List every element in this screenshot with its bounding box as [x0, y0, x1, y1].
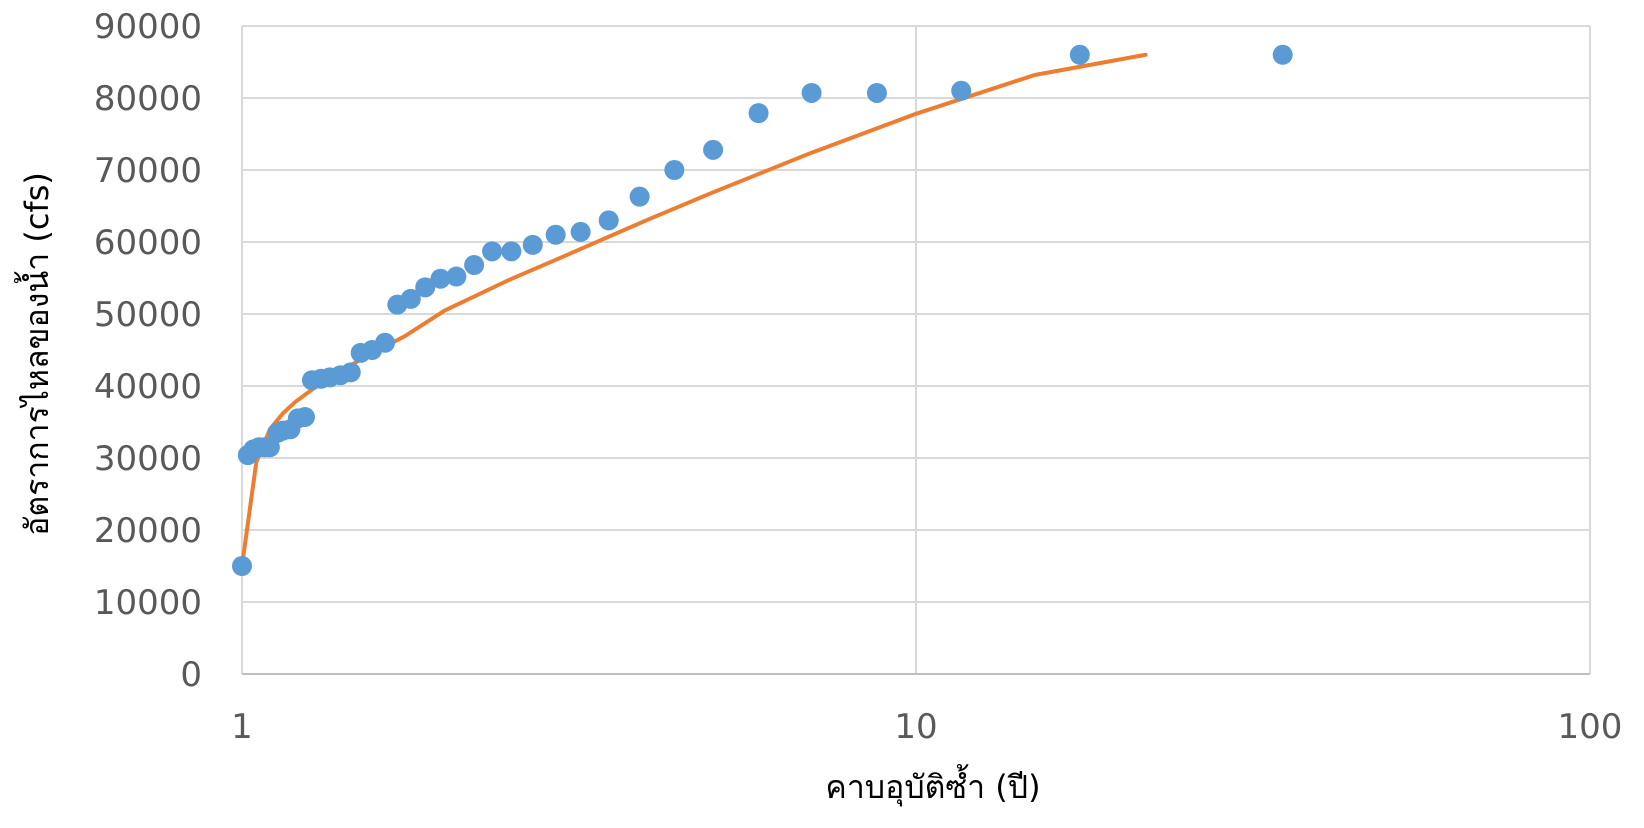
data-point-30 — [598, 210, 619, 231]
y-tick-label-8: 80000 — [94, 79, 202, 119]
data-point-39 — [1272, 44, 1293, 65]
data-point-0 — [232, 556, 252, 576]
y-tick-label-2: 20000 — [94, 511, 202, 551]
data-point-38 — [1069, 44, 1090, 65]
data-point-34 — [748, 103, 769, 124]
data-point-21 — [415, 277, 436, 298]
data-point-29 — [570, 221, 591, 242]
x-tick-label-0: 1 — [231, 707, 253, 747]
data-point-23 — [446, 266, 467, 287]
y-tick-label-9: 90000 — [94, 7, 202, 47]
y-axis-title: อัตราการไหลของน้ำ (cfs) — [14, 172, 56, 536]
data-point-33 — [703, 139, 724, 160]
x-axis-title: คาบอุบัติซ้ำ (ปี) — [825, 764, 1040, 807]
data-point-32 — [664, 160, 685, 180]
y-tick-label-0: 0 — [180, 655, 202, 695]
data-points — [232, 44, 1293, 576]
x-tick-label-2: 100 — [1558, 707, 1623, 747]
grid-lines — [241, 25, 1591, 674]
y-tick-label-1: 10000 — [94, 583, 202, 623]
data-point-35 — [801, 82, 822, 103]
data-point-36 — [866, 82, 887, 103]
data-point-15 — [340, 362, 361, 383]
trend-line-group — [240, 52, 1148, 568]
y-tick-label-3: 30000 — [94, 439, 202, 479]
data-point-18 — [375, 332, 396, 353]
y-tick-label-7: 70000 — [94, 151, 202, 191]
y-tick-label-5: 50000 — [94, 295, 202, 335]
x-tick-label-1: 10 — [894, 707, 937, 747]
data-point-10 — [294, 406, 315, 427]
data-point-37 — [951, 80, 972, 101]
data-point-28 — [545, 224, 566, 245]
data-point-22 — [430, 268, 451, 289]
y-tick-label-4: 40000 — [94, 367, 202, 407]
trend-line — [240, 52, 1148, 568]
tick-labels: 0 10000 20000 30000 40000 50000 60000 70000 8000… — [94, 7, 1623, 747]
data-point-20 — [400, 288, 421, 309]
data-point-26 — [501, 241, 522, 262]
data-point-25 — [482, 241, 503, 262]
y-tick-label-6: 60000 — [94, 223, 202, 263]
data-point-27 — [522, 234, 543, 255]
data-point-31 — [629, 186, 650, 207]
data-point-24 — [464, 255, 485, 276]
